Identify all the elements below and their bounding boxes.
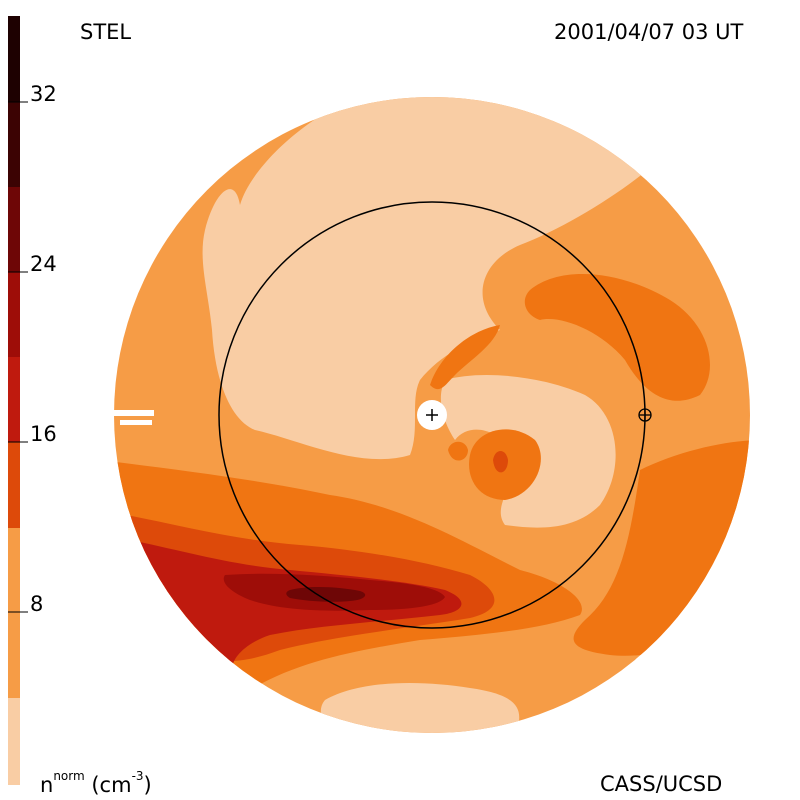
quantity-symbol: n xyxy=(40,773,54,797)
enhanced-core-center xyxy=(493,451,508,473)
low-density-region-north xyxy=(202,97,645,459)
enhanced-arc-north xyxy=(430,325,500,390)
quantity-superscript: norm xyxy=(53,769,85,783)
colorbar-segment-1 xyxy=(8,528,20,698)
data-gap-left xyxy=(112,410,154,416)
sun-marker-icon xyxy=(417,400,447,430)
colorbar-label-16: 16 xyxy=(30,422,57,446)
colorbar xyxy=(8,16,28,785)
data-gap-left-2 xyxy=(120,420,152,425)
quantity-unit-close: ) xyxy=(143,773,152,797)
low-density-region-south xyxy=(320,683,520,733)
enhanced-blob-small xyxy=(448,441,468,461)
quantity-unit: (cm xyxy=(91,773,132,797)
source-label: STEL xyxy=(80,20,132,44)
credit-label: CASS/UCSD xyxy=(600,772,723,796)
colorbar-segment-5 xyxy=(8,187,20,272)
enhanced-region-east xyxy=(524,273,710,401)
colorbar-label-8: 8 xyxy=(30,592,44,616)
colorbar-label-32: 32 xyxy=(30,82,57,106)
low-density-region-south-small xyxy=(243,711,266,733)
colorbar-label-24: 24 xyxy=(30,252,57,276)
colorbar-segment-7 xyxy=(8,16,20,102)
colorbar-segment-2 xyxy=(8,442,20,528)
colorbar-segment-0 xyxy=(8,698,20,785)
quantity-label: nnorm (cm-3) xyxy=(40,770,152,797)
high-density-core xyxy=(286,587,366,602)
quantity-unit-exponent: -3 xyxy=(131,769,144,783)
earth-marker-icon xyxy=(638,408,652,422)
colorbar-segment-4 xyxy=(8,272,20,357)
colorbar-segment-3 xyxy=(8,357,20,442)
timestamp-label: 2001/04/07 03 UT xyxy=(554,20,744,44)
colorbar-segment-6 xyxy=(8,102,20,187)
